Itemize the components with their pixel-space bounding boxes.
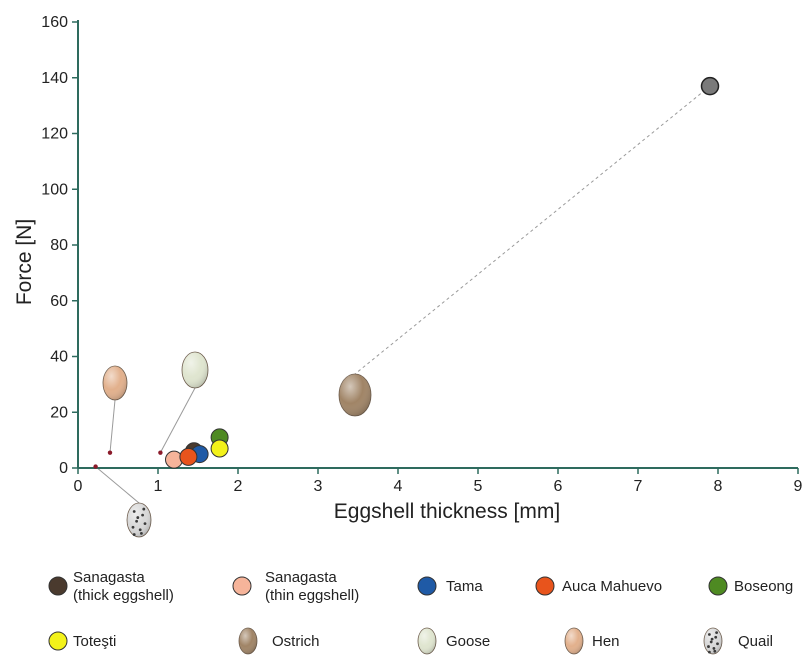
- legend-label: Hen: [592, 633, 620, 650]
- x-tick-label: 5: [474, 478, 483, 495]
- y-tick-label: 140: [41, 70, 68, 87]
- egg-callout-goose: [181, 351, 209, 389]
- legend-label: (thick eggshell): [73, 587, 174, 604]
- legend-item: Goose: [417, 627, 490, 655]
- data-points: [93, 76, 720, 469]
- x-tick-label: 6: [554, 478, 563, 495]
- legend-item: Auca Mahuevo: [535, 576, 662, 596]
- y-tick-label: 60: [50, 293, 68, 310]
- egg-callout-quail: [126, 502, 152, 538]
- leader-lines: [95, 85, 711, 504]
- y-tick-label: 160: [41, 14, 68, 31]
- legend-swatch: [417, 576, 437, 596]
- legend-item: Hen: [564, 627, 620, 655]
- legend-item: Tama: [417, 576, 483, 596]
- x-tick-label: 4: [394, 478, 403, 495]
- legend-label: Ostrich: [272, 633, 320, 650]
- data-point-hen: [107, 450, 113, 455]
- y-axis-title: Force [N]: [13, 219, 36, 305]
- y-tick-label: 120: [41, 126, 68, 143]
- data-point-goose: [158, 450, 163, 455]
- legend-swatch: [48, 576, 68, 596]
- y-tick-label: 20: [50, 404, 68, 421]
- legend-item: Boseong: [708, 576, 793, 596]
- legend: Sanagasta(thick eggshell)Sanagasta(thin …: [48, 569, 793, 655]
- legend-swatch: [564, 627, 584, 655]
- x-tick-label: 0: [74, 478, 83, 495]
- egg-callouts: [102, 351, 372, 538]
- legend-swatch: [238, 627, 258, 655]
- legend-item: Ostrich: [238, 627, 320, 655]
- legend-item: Quail: [703, 627, 773, 655]
- legend-swatch: [232, 576, 252, 596]
- y-tick-label: 0: [59, 460, 68, 477]
- x-tick-label: 3: [314, 478, 323, 495]
- legend-label: Tama: [446, 578, 483, 595]
- x-axis-title: Eggshell thickness [mm]: [334, 500, 560, 523]
- legend-swatch: [535, 576, 555, 596]
- legend-swatch: [708, 576, 728, 596]
- leader-line: [95, 466, 140, 504]
- data-point-auca-mahuevo: [179, 447, 198, 466]
- legend-label: Goose: [446, 633, 490, 650]
- x-tick-label: 1: [154, 478, 163, 495]
- legend-item: Sanagasta(thick eggshell): [48, 569, 174, 604]
- data-point-ostrich-measured: [700, 76, 720, 96]
- legend-item: Sanagasta(thin eggshell): [232, 569, 359, 604]
- y-tick-label: 80: [50, 237, 68, 254]
- data-point-tote-ti: [210, 439, 229, 458]
- legend-label: Boseong: [734, 578, 793, 595]
- leader-line: [354, 85, 711, 375]
- x-tick-label: 9: [794, 478, 803, 495]
- x-tick-label: 2: [234, 478, 243, 495]
- leader-line: [109, 399, 116, 453]
- legend-swatch: [703, 627, 723, 655]
- x-tick-label: 7: [634, 478, 643, 495]
- legend-swatch: [417, 627, 437, 655]
- legend-swatch: [48, 631, 68, 651]
- legend-label: (thin eggshell): [265, 587, 359, 604]
- leader-line: [159, 387, 196, 453]
- y-tick-label: 40: [50, 349, 68, 366]
- egg-callout-hen: [102, 365, 128, 401]
- legend-label: Sanagasta: [265, 569, 337, 586]
- legend-label: Quail: [738, 633, 773, 650]
- egg-callout-ostrich: [338, 373, 372, 417]
- legend-label: Toteşti: [73, 633, 116, 650]
- axes: 0 1 2 3 4 5 6 7 8 9 0 20 40 60 80 100 120 140 160: [41, 14, 802, 495]
- legend-label: Auca Mahuevo: [562, 578, 662, 595]
- legend-item: Toteşti: [48, 631, 116, 651]
- legend-label: Sanagasta: [73, 569, 145, 586]
- data-point-quail: [93, 464, 98, 469]
- x-tick-label: 8: [714, 478, 723, 495]
- y-tick-label: 100: [41, 181, 68, 198]
